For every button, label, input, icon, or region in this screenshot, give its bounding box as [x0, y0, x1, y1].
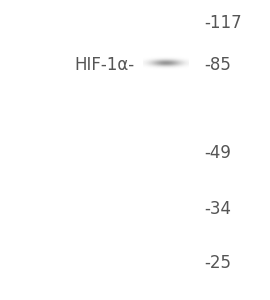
Text: -25: -25 [204, 254, 231, 272]
Text: HIF-1α-: HIF-1α- [75, 56, 135, 74]
Text: -34: -34 [204, 200, 231, 217]
Text: -49: -49 [204, 144, 231, 162]
Text: -85: -85 [204, 56, 231, 74]
Text: -117: -117 [204, 14, 241, 32]
